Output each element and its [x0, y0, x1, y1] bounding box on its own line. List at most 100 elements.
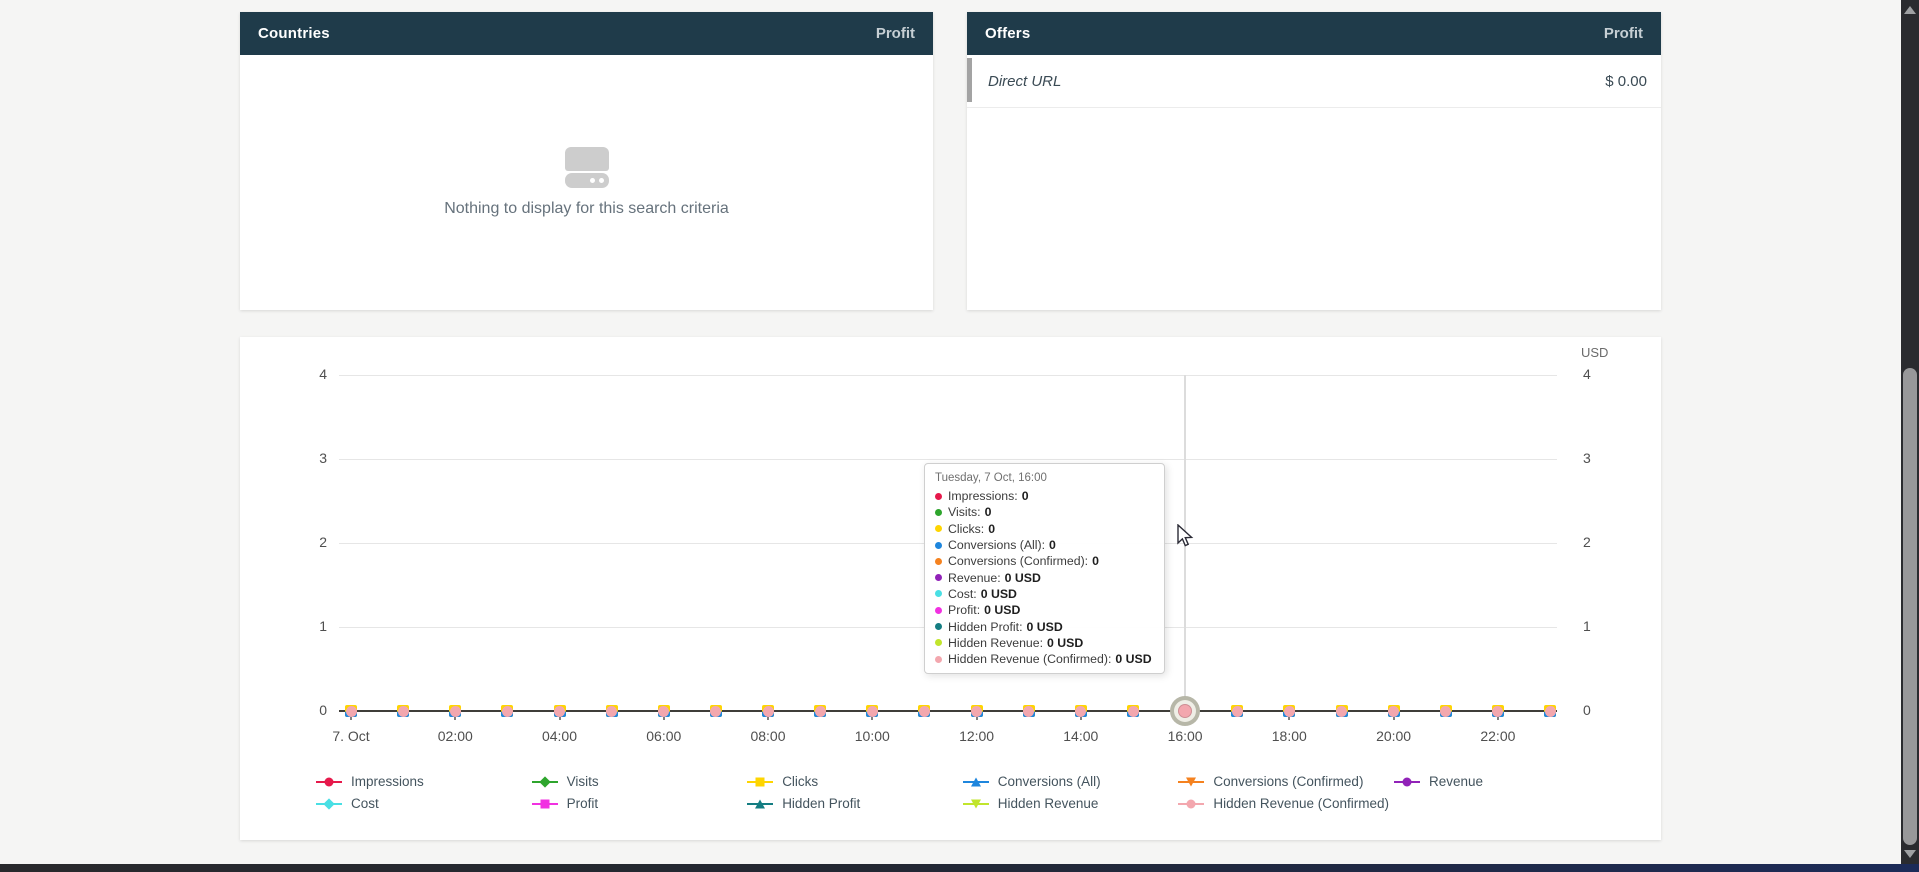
countries-panel-title: Countries: [258, 25, 330, 42]
tooltip-series-bullet: [935, 525, 942, 533]
tooltip-series-label: Profit:: [948, 603, 981, 618]
legend-item-conversions-all-[interactable]: Conversions (All): [962, 774, 1101, 789]
series-marker[interactable]: [657, 705, 670, 717]
legend-item-revenue[interactable]: Revenue: [1394, 774, 1483, 789]
series-marker[interactable]: [1127, 705, 1139, 717]
tooltip-row: Clicks: 0: [935, 521, 1154, 537]
series-marker[interactable]: [970, 705, 983, 717]
legend-item-hidden-revenue[interactable]: Hidden Revenue: [962, 796, 1099, 811]
legend-label: Hidden Revenue: [997, 796, 1099, 811]
vertical-scrollbar[interactable]: [1901, 0, 1919, 864]
tooltip-series-value: 0: [1092, 554, 1099, 569]
scrollbar-up-arrow-icon[interactable]: [1904, 6, 1916, 14]
scrollbar-down-arrow-icon[interactable]: [1904, 850, 1916, 858]
tooltip-series-bullet: [935, 541, 942, 549]
legend-item-hidden-revenue-confirmed-[interactable]: Hidden Revenue (Confirmed): [1178, 796, 1389, 811]
highlighted-data-point[interactable]: [1170, 696, 1200, 726]
y-axis-tick-label-left: 3: [319, 450, 327, 466]
legend-item-impressions[interactable]: Impressions: [316, 774, 424, 789]
series-marker[interactable]: [866, 705, 879, 717]
tooltip-series-label: Visits:: [948, 505, 981, 520]
offer-name[interactable]: Direct URL: [988, 72, 1062, 90]
legend-item-clicks[interactable]: Clicks: [747, 774, 818, 789]
legend-marker-icon: [316, 797, 342, 810]
tooltip-series-value: 0 USD: [1004, 570, 1041, 585]
tooltip-series-label: Conversions (Confirmed):: [948, 554, 1089, 569]
mouse-cursor: [1176, 523, 1196, 553]
x-axis-tick-label: 10:00: [854, 728, 890, 744]
countries-panel-header: Countries Profit: [240, 12, 933, 55]
series-marker[interactable]: [605, 705, 618, 717]
x-axis-tick-label: 20:00: [1376, 728, 1412, 744]
y-axis-tick-label-right: 2: [1583, 534, 1591, 550]
x-axis-tick-label: 16:00: [1167, 728, 1203, 744]
tooltip-series-value: 0 USD: [1047, 635, 1084, 650]
series-marker[interactable]: [501, 705, 514, 717]
legend-item-hidden-profit[interactable]: Hidden Profit: [747, 796, 860, 811]
series-marker[interactable]: [1231, 705, 1244, 717]
y-axis-tick-label-right: 3: [1583, 450, 1591, 466]
x-axis-tick-label: 04:00: [541, 728, 578, 744]
legend-label: Clicks: [782, 774, 819, 789]
chart-tooltip: Tuesday, 7 Oct, 16:00 Impressions: 0 Visit…: [924, 463, 1165, 674]
legend-label: Conversions (All): [997, 774, 1101, 789]
offers-profit-column-header[interactable]: Profit: [1603, 25, 1643, 42]
legend-label: Revenue: [1429, 774, 1484, 789]
x-axis-line: [339, 710, 1557, 712]
tooltip-row: Cost: 0 USD: [935, 586, 1154, 602]
y-axis-tick-label-left: 2: [319, 534, 327, 550]
series-marker[interactable]: [918, 705, 931, 717]
offers-panel-header: Offers Profit: [967, 12, 1661, 55]
scrollbar-thumb[interactable]: [1903, 368, 1917, 845]
legend-shape: [755, 777, 765, 786]
series-marker[interactable]: [345, 705, 357, 717]
series-marker[interactable]: [449, 705, 462, 717]
legend-marker-icon: [1394, 776, 1420, 788]
series-marker[interactable]: [762, 705, 774, 717]
series-marker[interactable]: [1387, 705, 1400, 717]
legend-item-visits[interactable]: Visits: [531, 774, 599, 789]
tooltip-row: Hidden Revenue (Confirmed): 0 USD: [935, 651, 1154, 667]
series-marker[interactable]: [397, 705, 410, 717]
x-axis-tick-label: 14:00: [1063, 728, 1099, 744]
series-marker[interactable]: [814, 705, 827, 717]
series-marker[interactable]: [1022, 705, 1035, 717]
tooltip-series-label: Cost:: [948, 586, 977, 601]
tooltip-series-bullet: [935, 508, 942, 516]
legend-item-profit[interactable]: Profit: [531, 796, 599, 811]
series-marker[interactable]: [1074, 705, 1087, 717]
series-marker[interactable]: [1544, 705, 1556, 717]
series-marker[interactable]: [1283, 705, 1296, 717]
tooltip-row: Profit: 0 USD: [935, 602, 1154, 618]
y-axis-tick-label-right: 0: [1583, 702, 1591, 718]
tooltip-series-bullet: [935, 492, 942, 500]
series-marker[interactable]: [1439, 705, 1452, 717]
series-marker[interactable]: [553, 705, 566, 717]
tooltip-series-bullet: [935, 623, 942, 631]
tooltip-series-value: 0 USD: [1115, 652, 1152, 667]
offer-row[interactable]: Direct URL $ 0.00: [967, 55, 1661, 108]
series-marker[interactable]: [1335, 705, 1348, 717]
legend-marker-icon: [1178, 776, 1205, 788]
tooltip-row: Conversions (All): 0: [935, 537, 1154, 553]
countries-profit-column-header[interactable]: Profit: [875, 25, 915, 42]
series-marker[interactable]: [709, 705, 722, 717]
legend-item-cost[interactable]: Cost: [316, 796, 379, 811]
currency-axis-label: USD: [1581, 345, 1609, 360]
series-marker[interactable]: [1491, 705, 1504, 717]
legend-label: Visits: [566, 774, 599, 789]
legend-shape: [324, 777, 334, 786]
legend-label: Profit: [566, 796, 599, 811]
legend-shape: [1186, 777, 1197, 786]
legend-shape: [1186, 799, 1196, 808]
gridline: [339, 375, 1557, 376]
legend-item-conversions-confirmed-[interactable]: Conversions (Confirmed): [1178, 774, 1363, 789]
tooltip-series-label: Hidden Profit:: [948, 619, 1023, 634]
legend-shape: [538, 775, 551, 788]
tooltip-series-label: Hidden Revenue:: [948, 635, 1044, 650]
gridline: [339, 459, 1557, 460]
tooltip-series-value: 0: [1021, 489, 1029, 504]
offers-scrollbar-thumb[interactable]: [967, 58, 972, 102]
x-axis-tick-label: 08:00: [750, 728, 786, 744]
